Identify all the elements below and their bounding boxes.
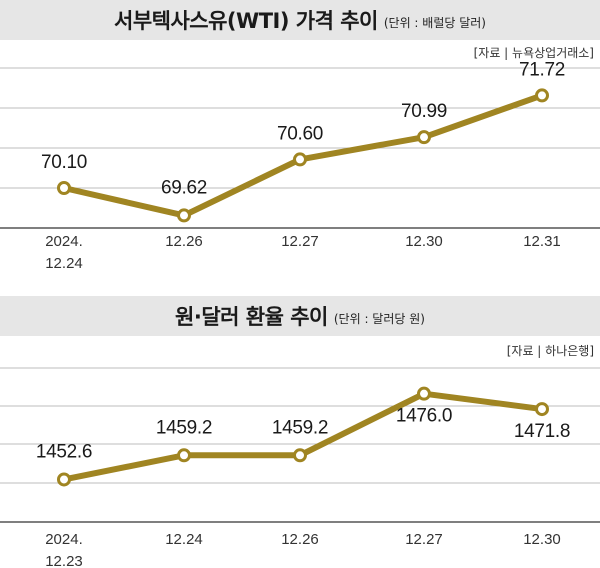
- x-tick-label: 12.23: [45, 553, 83, 568]
- x-tick-label: 12.24: [45, 255, 83, 272]
- x-tick-label: 12.30: [523, 531, 561, 548]
- data-label: 70.10: [41, 152, 87, 173]
- chart1-title-bar: 서부텍사스유(WTI) 가격 추이 (단위 : 배럴당 달러): [0, 0, 600, 40]
- chart2-unit: (단위 : 달러당 원): [333, 312, 425, 326]
- chart2-plot: 1452.6 1459.2 1459.2 1476.0 1471.8 2024. 12.23…: [0, 367, 600, 568]
- data-point: [293, 152, 307, 167]
- x-tick-label: 12.27: [405, 531, 443, 548]
- data-label: 69.62: [161, 177, 207, 198]
- data-point: [417, 386, 431, 401]
- x-tick-label: 12.26: [281, 531, 319, 548]
- x-tick-label: 12.26: [165, 233, 203, 250]
- chart2-title-bar: 원·달러 환율 추이 (단위 : 달러당 원): [0, 296, 600, 336]
- x-tick-label: 2024.: [45, 233, 83, 250]
- data-point: [57, 472, 71, 487]
- chart2-source: [자료 | 하나은행]: [506, 344, 594, 358]
- chart2-title: 원·달러 환율 추이: [175, 305, 328, 329]
- data-point: [535, 88, 549, 103]
- data-label: 1476.0: [396, 406, 452, 427]
- x-tick-label: 12.31: [523, 233, 561, 250]
- x-tick-label: 2024.: [45, 531, 83, 548]
- data-point: [57, 181, 71, 195]
- data-label: 71.72: [519, 60, 565, 80]
- data-point: [293, 448, 307, 463]
- x-tick-label: 12.24: [165, 531, 203, 548]
- x-tick-label: 12.27: [281, 233, 319, 250]
- data-label: 70.60: [277, 123, 323, 144]
- data-point: [417, 130, 431, 145]
- data-point: [177, 448, 191, 463]
- x-tick-label: 12.30: [405, 233, 443, 250]
- chart1-plot: 70.10 69.62 70.60 70.99 71.72 2024. 12.24 12.26…: [0, 60, 600, 272]
- data-label: 1459.2: [272, 417, 328, 438]
- data-label: 1452.6: [36, 441, 92, 462]
- data-label: 1459.2: [156, 417, 212, 438]
- data-point: [535, 402, 549, 417]
- chart1-source: [자료 | 뉴욕상업거래소]: [473, 46, 594, 60]
- data-point: [177, 208, 191, 223]
- chart1-unit: (단위 : 배럴당 달러): [383, 16, 486, 30]
- chart1-title: 서부텍사스유(WTI) 가격 추이: [114, 9, 378, 33]
- data-label: 1471.8: [514, 421, 570, 442]
- data-label: 70.99: [401, 101, 447, 122]
